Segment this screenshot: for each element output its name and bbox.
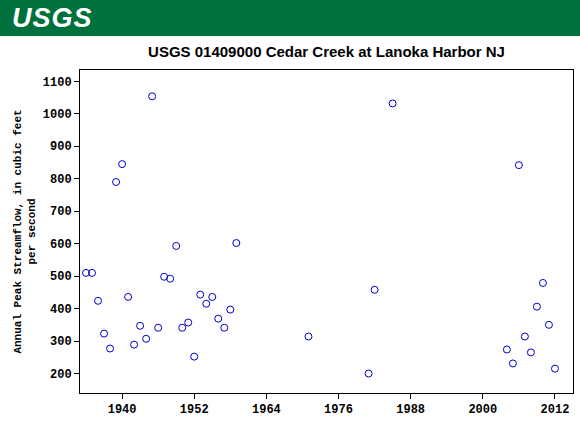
svg-text:Annual Peak Streamflow, in cub: Annual Peak Streamflow, in cubic feetper… [12,109,38,353]
svg-text:1976: 1976 [324,403,353,417]
svg-text:500: 500 [50,270,72,284]
svg-text:USGS 01409000 Cedar Creek at L: USGS 01409000 Cedar Creek at Lanoka Harb… [148,43,505,60]
svg-text:1100: 1100 [43,76,72,90]
svg-text:400: 400 [50,303,72,317]
svg-text:1940: 1940 [108,403,137,417]
svg-text:1952: 1952 [180,403,209,417]
svg-text:700: 700 [50,205,72,219]
svg-text:600: 600 [50,238,72,252]
svg-text:2012: 2012 [541,403,570,417]
svg-text:2000: 2000 [468,403,497,417]
svg-text:200: 200 [50,368,72,382]
svg-text:300: 300 [50,335,72,349]
svg-text:1988: 1988 [396,403,425,417]
svg-text:900: 900 [50,140,72,154]
svg-text:1964: 1964 [252,403,281,417]
svg-text:800: 800 [50,173,72,187]
html-text:USGS: USGS [12,3,93,33]
svg-text:1000: 1000 [43,108,72,122]
